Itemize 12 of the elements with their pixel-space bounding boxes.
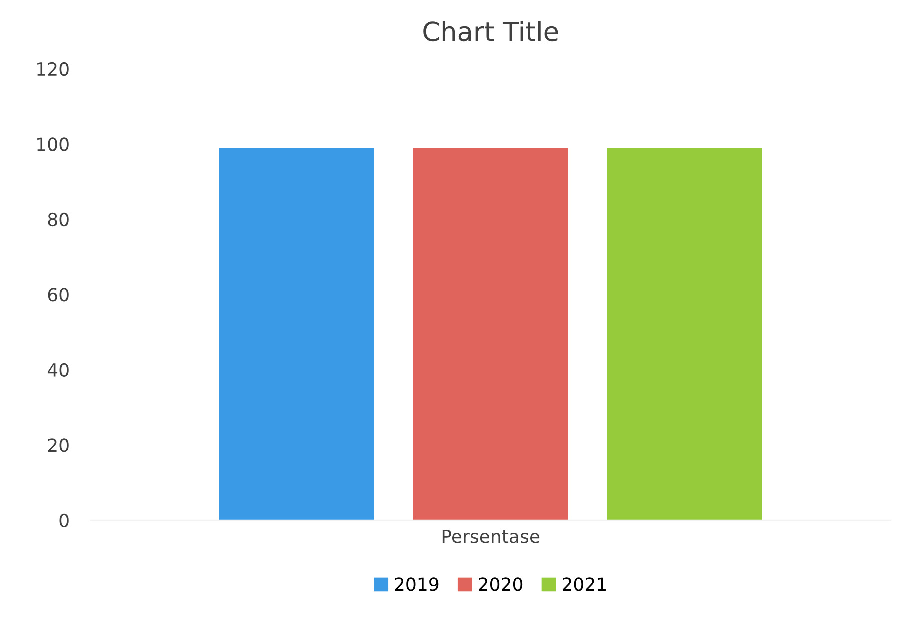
legend-label: 2021 (563, 578, 606, 592)
y-tick-label: 120 (38, 62, 69, 76)
legend-label: 2020 (479, 578, 523, 592)
y-tick-label: 0 (60, 514, 69, 528)
y-tick-label: 40 (48, 363, 69, 378)
chart-title: Chart Title (424, 21, 558, 42)
y-tick-label: 80 (48, 212, 69, 227)
y-tick-label: 20 (48, 438, 69, 452)
x-tick-label: Persentase (442, 530, 540, 544)
y-tick-label: 100 (38, 138, 69, 152)
y-tick-label: 60 (48, 288, 69, 302)
legend-label: 2019 (395, 578, 439, 592)
